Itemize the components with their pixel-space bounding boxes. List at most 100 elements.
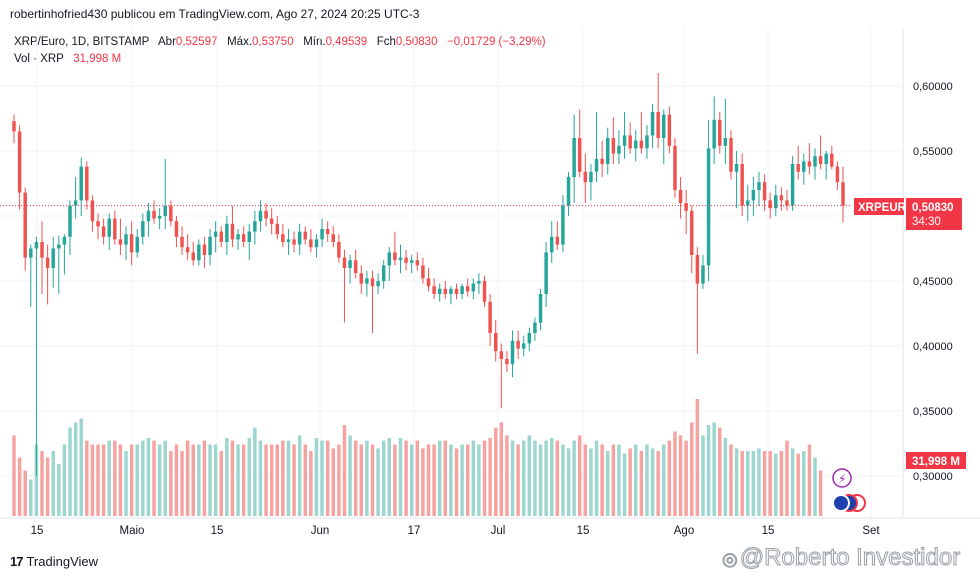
volume-bar — [320, 440, 324, 516]
candle-body — [622, 135, 627, 146]
volume-bar — [802, 451, 806, 516]
candle-body — [549, 236, 554, 253]
volume-bar — [40, 451, 44, 516]
volume-bar — [432, 444, 436, 516]
candle-body — [768, 200, 772, 209]
price-axis[interactable]: 0,600000,550000,500000,450000,400000,350… — [902, 28, 953, 518]
candle-body — [454, 288, 459, 294]
candle-body — [152, 210, 156, 219]
candle-body — [802, 161, 806, 172]
candle-body — [678, 190, 683, 203]
symbol-name[interactable]: XRP/Euro, 1D, BITSTAMP — [14, 36, 150, 48]
candle-body — [690, 210, 694, 255]
candle-body — [460, 286, 464, 294]
volume-bar — [650, 448, 655, 516]
ohlc-legend: XRP/Euro, 1D, BITSTAMP Abr0,52597 Máx.0,… — [14, 36, 546, 48]
candle-body — [471, 283, 476, 292]
volume-bar — [309, 451, 313, 516]
candle-body — [398, 257, 403, 261]
volume-bar — [146, 438, 151, 516]
volume-bar — [460, 444, 464, 516]
candle-body — [118, 239, 123, 245]
lightning-event-icon[interactable] — [832, 468, 852, 488]
candle-body — [23, 192, 27, 258]
volume-bar — [673, 431, 677, 516]
time-tick-label: 15 — [577, 525, 590, 537]
volume-bar — [45, 457, 50, 516]
candle-body — [527, 333, 532, 344]
volume-bar — [174, 444, 179, 516]
volume-bar — [275, 444, 279, 516]
candle-body — [297, 231, 302, 245]
volume-bar — [813, 457, 817, 516]
tradingview-icon: 17 — [10, 554, 24, 569]
candle-body — [841, 182, 845, 206]
candle-body — [258, 210, 263, 222]
candle-body — [712, 119, 716, 149]
volume-bar — [253, 427, 257, 516]
weibo-icon: ◎ — [722, 549, 739, 570]
volume-bar — [533, 440, 537, 516]
candle-body — [437, 288, 442, 294]
candle-body — [662, 114, 666, 138]
volume-bar — [449, 444, 453, 516]
volume-bar — [208, 444, 212, 516]
publisher-line: robertinhofried430 publicou em TradingVi… — [10, 7, 420, 21]
candle-body — [706, 148, 711, 266]
volume-bar — [29, 479, 33, 516]
candle-body — [73, 200, 78, 206]
watermark-text: @Roberto Investidor — [739, 544, 961, 572]
vol-label[interactable]: Vol · XRP — [14, 53, 64, 65]
volume-bars — [12, 399, 823, 516]
price-tick-label: 0,40000 — [913, 341, 953, 353]
candle-body — [62, 236, 67, 245]
candle-body — [505, 359, 509, 365]
volume-bar — [219, 451, 223, 516]
tradingview-logo[interactable]: 17 TradingView — [10, 554, 98, 569]
high-value: 0,53750 — [252, 36, 294, 48]
volume-bar — [185, 440, 190, 516]
candle-body — [443, 288, 448, 294]
candle-body — [129, 234, 134, 253]
candle-body — [600, 158, 604, 164]
candle-body — [113, 218, 117, 240]
candle-body — [96, 221, 100, 227]
candle-body — [163, 205, 167, 216]
volume-bar — [684, 440, 688, 516]
volume-bar — [17, 457, 22, 516]
volume-bar — [398, 438, 403, 516]
candle-body — [477, 281, 481, 284]
volume-bar — [465, 444, 470, 516]
event-icons[interactable]: ⚡ — [832, 468, 866, 512]
volume-bar — [225, 438, 229, 516]
volume-bar — [303, 444, 308, 516]
volume-bar — [197, 444, 201, 516]
candle-body — [51, 248, 55, 268]
volume-bar — [790, 448, 795, 516]
time-tick-label: Set — [862, 525, 880, 537]
candle-body — [746, 200, 750, 206]
eu-flag-icon[interactable] — [832, 494, 850, 512]
volume-bar — [191, 444, 195, 516]
candle-body — [639, 140, 644, 149]
time-axis[interactable]: 15 Maio 15 Jun 17 Jul 15 Ago 15 Set — [0, 517, 980, 537]
volume-bar — [281, 440, 285, 516]
candle-body — [751, 190, 756, 201]
volume-bar — [594, 440, 599, 516]
volume-bar — [723, 438, 728, 516]
volume-bar — [393, 444, 397, 516]
volume-bar — [516, 444, 520, 516]
candle-body — [141, 221, 145, 237]
volume-bar — [656, 451, 660, 516]
candle-body — [521, 343, 526, 349]
time-tick-label: Jun — [311, 525, 330, 537]
candle-body — [695, 255, 700, 284]
volume-bar — [617, 444, 621, 516]
volume-bar — [415, 440, 420, 516]
price-tick-label: 0,45000 — [913, 276, 953, 288]
volume-bar — [12, 435, 16, 516]
low-value: 0,49539 — [325, 36, 368, 48]
candle-body — [45, 257, 50, 268]
volume-bar — [611, 444, 616, 516]
